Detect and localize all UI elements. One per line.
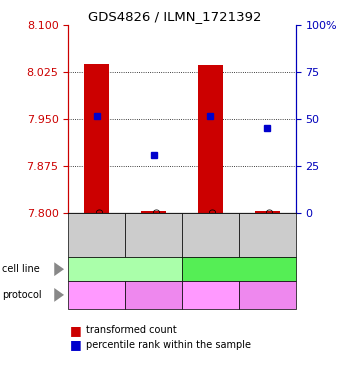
Text: GSM925598: GSM925598	[149, 208, 158, 263]
Text: OSE4: OSE4	[110, 264, 140, 274]
Text: GSM925597: GSM925597	[92, 208, 101, 263]
Text: GSM925599: GSM925599	[206, 208, 215, 263]
Text: GSM925600: GSM925600	[263, 208, 272, 263]
Text: ■: ■	[70, 324, 82, 337]
Text: transformed count: transformed count	[86, 325, 176, 335]
Text: control: control	[196, 290, 224, 300]
Text: ARID1A
depletion: ARID1A depletion	[248, 285, 286, 305]
Bar	[141, 211, 166, 213]
Bar	[198, 65, 223, 213]
Bar	[84, 64, 110, 213]
Text: ■: ■	[70, 338, 82, 351]
Bar	[254, 211, 280, 213]
Text: cell line: cell line	[2, 264, 40, 274]
Text: ARID1A
depletion: ARID1A depletion	[135, 285, 173, 305]
Text: percentile rank within the sample: percentile rank within the sample	[86, 340, 251, 350]
Text: IOSE80pc: IOSE80pc	[212, 264, 266, 274]
Text: protocol: protocol	[2, 290, 41, 300]
Text: GDS4826 / ILMN_1721392: GDS4826 / ILMN_1721392	[88, 10, 262, 23]
Text: control: control	[83, 290, 111, 300]
